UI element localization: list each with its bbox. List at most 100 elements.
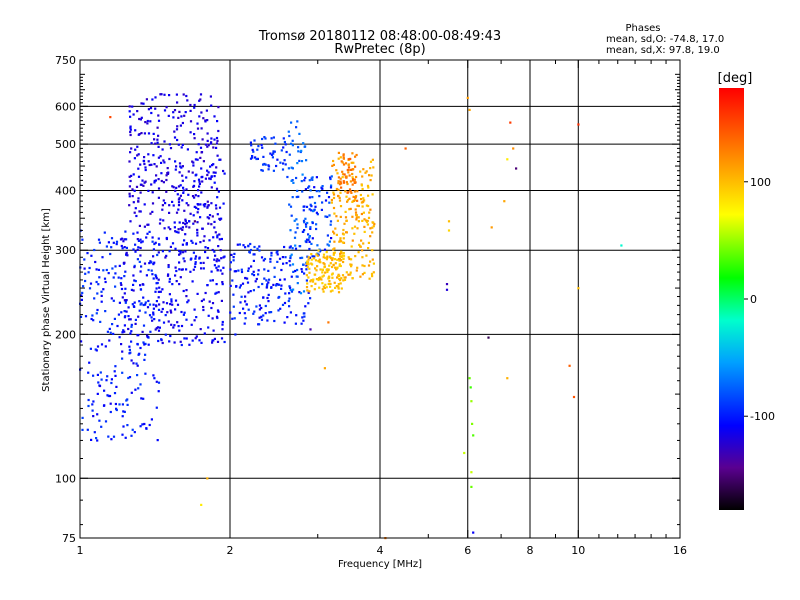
- data-point: [91, 314, 94, 317]
- data-point: [138, 133, 141, 136]
- data-point: [154, 142, 157, 145]
- data-point: [293, 236, 297, 239]
- data-point: [137, 167, 140, 170]
- data-point: [197, 143, 200, 146]
- data-point: [199, 203, 202, 206]
- data-point: [281, 256, 284, 259]
- data-point: [177, 185, 181, 188]
- data-point: [191, 241, 194, 244]
- data-point: [112, 299, 115, 302]
- data-point: [134, 388, 137, 391]
- data-point: [353, 232, 356, 235]
- data-point: [130, 323, 133, 326]
- data-point: [332, 196, 336, 200]
- data-point: [122, 410, 125, 413]
- data-point: [321, 271, 324, 274]
- data-point: [148, 230, 151, 233]
- data-point: [288, 297, 291, 300]
- data-point: [349, 190, 352, 193]
- data-point: [183, 114, 186, 117]
- data-point: [273, 150, 276, 153]
- data-point: [300, 149, 303, 152]
- data-point: [199, 241, 202, 244]
- data-point: [315, 278, 318, 281]
- data-point: [340, 255, 343, 258]
- data-point: [296, 268, 299, 272]
- data-point: [210, 141, 213, 144]
- data-point: [120, 283, 123, 286]
- data-point: [198, 257, 201, 260]
- data-point: [334, 266, 337, 269]
- data-point: [207, 222, 210, 225]
- data-point: [155, 305, 158, 308]
- data-point: [144, 303, 147, 306]
- data-point: [320, 208, 323, 211]
- data-point: [220, 237, 223, 241]
- data-point: [370, 272, 374, 275]
- data-point: [337, 157, 340, 160]
- data-point: [98, 384, 102, 388]
- data-point: [252, 274, 256, 277]
- data-point: [341, 274, 345, 277]
- data-point: [295, 275, 298, 278]
- data-point: [308, 185, 311, 188]
- chart-title: Tromsø 20180112 08:48:00-08:49:43: [258, 29, 501, 44]
- data-point: [319, 277, 322, 280]
- data-point: [117, 313, 120, 316]
- data-point: [345, 219, 348, 222]
- data-point: [223, 172, 226, 175]
- data-point: [100, 300, 103, 303]
- data-point: [114, 374, 117, 377]
- data-point: [276, 283, 280, 286]
- data-point: [304, 305, 307, 308]
- data-point: [185, 268, 188, 271]
- data-point: [157, 251, 160, 254]
- data-point: [160, 338, 163, 341]
- data-point: [331, 164, 334, 167]
- data-point: [216, 154, 219, 157]
- data-point: [469, 386, 472, 389]
- data-point: [310, 285, 313, 288]
- data-point: [175, 230, 178, 234]
- data-point: [193, 220, 196, 223]
- data-point: [222, 266, 225, 269]
- data-point: [319, 249, 322, 252]
- data-point: [169, 334, 172, 338]
- data-point: [150, 316, 153, 319]
- data-point: [251, 156, 254, 159]
- data-point: [130, 330, 133, 333]
- x-tick-label: 4: [377, 544, 384, 557]
- data-point: [234, 333, 237, 336]
- data-point: [143, 422, 146, 426]
- data-point: [260, 315, 263, 318]
- data-point: [204, 250, 207, 254]
- data-point: [127, 327, 130, 331]
- data-point: [315, 253, 318, 256]
- data-point: [100, 343, 104, 346]
- data-point: [137, 197, 140, 200]
- data-point: [123, 246, 126, 249]
- data-point: [131, 195, 134, 198]
- data-point: [337, 275, 340, 278]
- data-point: [210, 186, 213, 189]
- data-point: [159, 218, 162, 221]
- data-point: [262, 314, 265, 317]
- data-point: [285, 150, 288, 154]
- data-point: [254, 156, 257, 159]
- data-point: [212, 171, 215, 174]
- data-point: [362, 197, 365, 200]
- data-point: [84, 272, 87, 275]
- data-point: [194, 257, 197, 260]
- data-point: [308, 240, 311, 243]
- data-point: [366, 223, 369, 226]
- data-point: [178, 221, 181, 224]
- data-point: [206, 119, 209, 122]
- data-point: [305, 268, 308, 271]
- data-point: [154, 290, 157, 293]
- data-point: [191, 195, 195, 198]
- data-point: [252, 259, 255, 262]
- data-point: [288, 246, 291, 249]
- data-point: [572, 395, 576, 399]
- data-point: [133, 211, 136, 214]
